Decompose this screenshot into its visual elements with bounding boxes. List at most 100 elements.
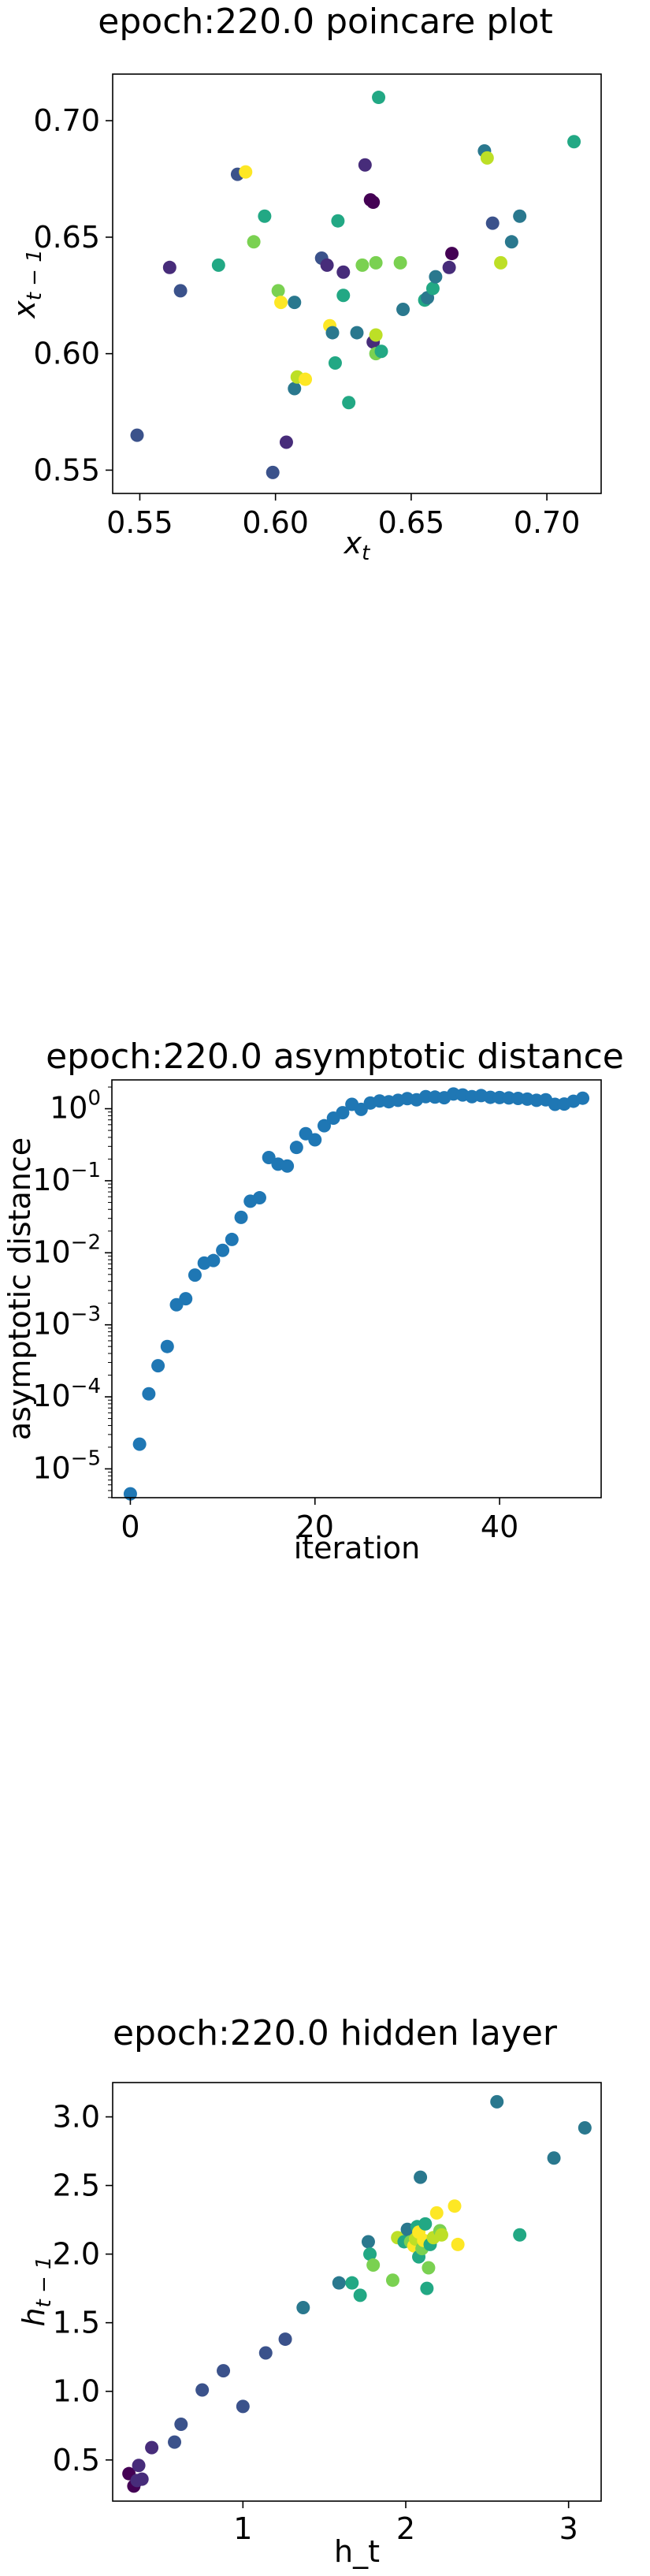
hidden-layer-panel: epoch:220.0 hidden layer 1 2 3 0.5 1.0 1.5 2.0… [17, 2013, 602, 2569]
distance-point [179, 1292, 193, 1306]
poincare-point [366, 195, 381, 210]
y-tick-label: 10−3 [32, 1303, 101, 1342]
distance-point [132, 1437, 147, 1451]
y-tick-label: 0.55 [33, 452, 100, 487]
hidden-point [278, 2332, 292, 2347]
poincare-point [358, 158, 372, 172]
poincare-point [325, 326, 340, 340]
x-tick-label: 0.65 [378, 505, 445, 540]
poincare-plot-points [130, 91, 581, 479]
hidden-layer-points [122, 2094, 592, 2493]
poincare-point [130, 428, 144, 442]
poincare-point [239, 165, 253, 179]
x-tick-label: 0.60 [242, 505, 309, 540]
poincare-point [331, 214, 345, 228]
distance-point [308, 1133, 322, 1147]
y-tick-label: 2.0 [53, 2237, 100, 2272]
poincare-point [274, 296, 288, 310]
hidden-point [363, 2247, 377, 2261]
hidden-point [422, 2261, 436, 2275]
poincare-point [429, 270, 443, 284]
poincare-point [396, 303, 410, 317]
hidden-point [414, 2170, 428, 2184]
hidden-point [418, 2217, 433, 2231]
poincare-plot-panel: epoch:220.0 poincare plot 0.55 0.60 0.65 0.… [7, 2, 602, 565]
hidden-point [385, 2273, 399, 2288]
poincare-point [480, 151, 494, 165]
hidden-point [490, 2094, 504, 2109]
distance-point [206, 1253, 221, 1268]
poincare-point [336, 265, 351, 279]
poincare-plot-title: epoch:220.0 poincare plot [98, 2, 552, 42]
hidden-point [353, 2288, 367, 2302]
poincare-point [504, 235, 518, 249]
distance-point [225, 1232, 239, 1246]
poincare-point [258, 209, 272, 223]
poincare-point [393, 255, 407, 270]
hidden-point [332, 2276, 346, 2290]
poincare-point [299, 372, 313, 386]
hidden-point [513, 2228, 527, 2242]
poincare-point [342, 396, 356, 410]
hidden-point [236, 2399, 250, 2414]
hidden-layer-xlabel: h_t [334, 2534, 380, 2569]
poincare-point [211, 258, 225, 272]
hidden-point [451, 2237, 465, 2251]
y-tick-label: 0.70 [33, 103, 100, 138]
poincare-point [442, 260, 456, 274]
poincare-plot-ylabel: xt − 1 [7, 249, 46, 319]
distance-point [336, 1106, 350, 1120]
hidden-point [547, 2151, 561, 2165]
distance-point [188, 1268, 202, 1282]
poincare-point [425, 281, 440, 296]
poincare-point [369, 255, 383, 270]
distance-point [289, 1141, 303, 1155]
poincare-point [513, 209, 527, 223]
hidden-point [429, 2206, 444, 2220]
hidden-point [217, 2364, 231, 2378]
poincare-plot-xlabel: xt [344, 526, 371, 565]
x-tick-label: 40 [481, 1509, 518, 1544]
distance-point [234, 1210, 248, 1224]
hidden-point [345, 2276, 359, 2290]
poincare-point [279, 435, 293, 449]
asymptotic-distance-xlabel: iteration [294, 1531, 421, 1565]
hidden-point [168, 2435, 182, 2449]
hidden-point [420, 2281, 434, 2295]
x-tick-label: 2 [396, 2511, 415, 2546]
poincare-point [288, 296, 302, 310]
poincare-point [445, 247, 459, 261]
hidden-point [578, 2120, 592, 2135]
hidden-layer-ylabel: ht − 1 [17, 2256, 56, 2326]
x-tick-label: 3 [559, 2511, 578, 2546]
x-tick-label: 0.70 [514, 505, 581, 540]
y-tick-label: 10−4 [32, 1375, 101, 1413]
hidden-point [361, 2235, 375, 2249]
x-tick-label: 20 [296, 1509, 334, 1544]
poincare-point [567, 135, 581, 149]
distance-point [576, 1091, 590, 1105]
poincare-point [328, 356, 342, 370]
poincare-point [271, 284, 285, 298]
hidden-layer-axes-frame [112, 2082, 602, 2502]
hidden-point [195, 2383, 210, 2397]
y-tick-label: 10−5 [32, 1446, 101, 1485]
distance-point [317, 1119, 331, 1133]
hidden-point [434, 2228, 448, 2242]
poincare-point [320, 258, 334, 272]
distance-point [216, 1243, 230, 1257]
asymptotic-distance-ticks: 0 20 40 100 10−1 10−2 10−3 10−4 10−5 [32, 1086, 518, 1544]
asymptotic-distance-points [123, 1087, 590, 1501]
poincare-plot-ticks: 0.55 0.60 0.65 0.70 0.55 0.60 0.65 0.70 [33, 103, 580, 540]
hidden-point [448, 2199, 462, 2213]
asymptotic-distance-panel: epoch:220.0 asymptotic distance 0 20 40 100… [2, 1037, 624, 1565]
asymptotic-distance-ylabel: asymptotic distance [2, 1137, 37, 1440]
poincare-point [173, 284, 188, 298]
poincare-point [369, 328, 383, 342]
y-tick-label: 3.0 [53, 2100, 100, 2135]
poincare-point [374, 344, 388, 359]
y-tick-label: 10−2 [32, 1230, 101, 1269]
poincare-point [372, 91, 386, 105]
distance-point [280, 1159, 295, 1173]
